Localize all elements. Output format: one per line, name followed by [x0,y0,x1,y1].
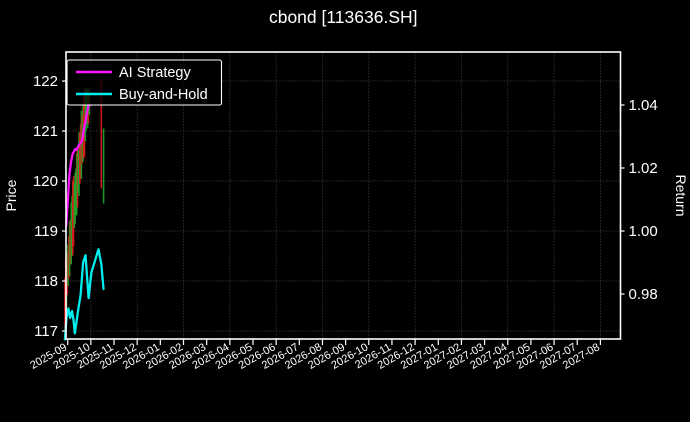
svg-text:122: 122 [33,73,58,90]
svg-text:117: 117 [34,323,58,340]
svg-text:cbond [113636.SH]: cbond [113636.SH] [269,7,418,27]
svg-text:121: 121 [33,123,58,140]
svg-text:Return: Return [673,174,689,216]
svg-text:1.02: 1.02 [629,160,658,177]
svg-text:118: 118 [34,273,58,290]
svg-text:1.00: 1.00 [629,223,658,240]
svg-text:Price: Price [3,179,19,211]
svg-text:1.04: 1.04 [629,97,658,114]
svg-text:120: 120 [33,173,58,190]
svg-text:0.98: 0.98 [629,286,658,303]
svg-text:AI Strategy: AI Strategy [119,65,191,81]
svg-text:Buy-and-Hold: Buy-and-Hold [119,87,208,103]
svg-text:119: 119 [34,223,58,240]
